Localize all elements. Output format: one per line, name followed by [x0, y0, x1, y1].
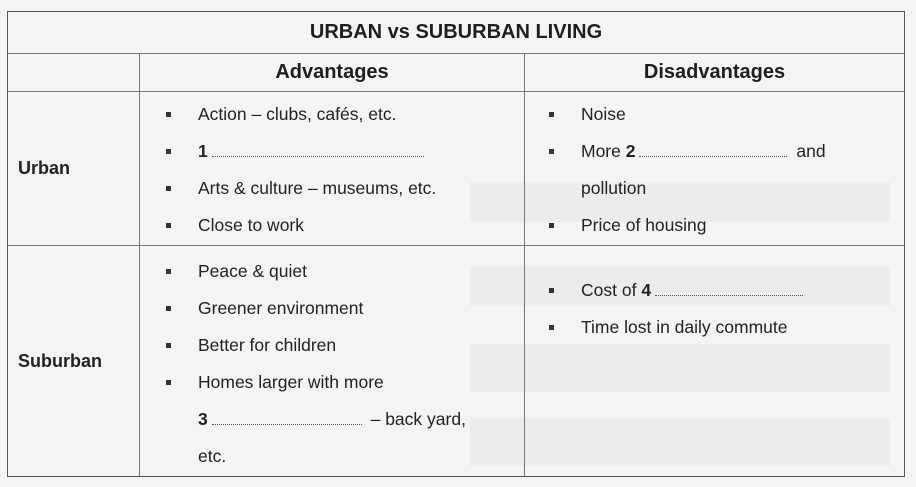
list-item: Close to work	[140, 207, 524, 244]
list-item: Homes larger with more	[140, 364, 524, 401]
row-label-suburban: Suburban	[8, 246, 140, 476]
bullet-icon	[166, 223, 171, 228]
bullet-icon	[166, 186, 171, 191]
row-label-urban: Urban	[8, 92, 140, 246]
bullet-icon	[166, 306, 171, 311]
list-item: Action – clubs, cafés, etc.	[140, 96, 524, 133]
urban-disadvantages-list: Noise More 2 and pollution Price of hous…	[525, 96, 904, 244]
suburban-disadvantages-cell: Cost of 4 Time lost in daily commute	[525, 246, 904, 476]
bullet-icon	[549, 288, 554, 293]
suburban-advantages-cell: Peace & quiet Greener environment Better…	[140, 246, 525, 476]
item-text: and	[796, 141, 826, 161]
list-item: Arts & culture – museums, etc.	[140, 170, 524, 207]
item-text: Time lost in daily commute	[581, 317, 788, 337]
answer-blank-2[interactable]	[639, 142, 788, 157]
list-item: Price of housing	[525, 207, 904, 244]
answer-blank-1[interactable]	[211, 142, 424, 157]
table-title: URBAN vs SUBURBAN LIVING	[8, 12, 904, 54]
bullet-icon	[166, 112, 171, 117]
show-through-band	[470, 418, 890, 466]
question-number: 3	[198, 409, 208, 429]
show-through-band	[470, 266, 890, 306]
list-item: Peace & quiet	[140, 253, 524, 290]
list-item: Greener environment	[140, 290, 524, 327]
question-number: 2	[625, 141, 636, 161]
item-text: Noise	[581, 104, 626, 124]
item-text: – back yard,	[370, 409, 466, 429]
item-text: More	[581, 141, 621, 161]
bullet-icon	[549, 112, 554, 117]
answer-blank-3[interactable]	[211, 410, 362, 425]
list-item-continuation: pollution	[525, 170, 904, 207]
list-item: Noise	[525, 96, 904, 133]
item-text: Arts & culture – museums, etc.	[198, 178, 437, 198]
advantages-header: Advantages	[140, 54, 525, 92]
list-item: Better for children	[140, 327, 524, 364]
bullet-icon	[549, 325, 554, 330]
show-through-band	[470, 344, 890, 392]
item-text: Action – clubs, cafés, etc.	[198, 104, 397, 124]
list-item: 1	[140, 133, 524, 170]
bullet-icon	[166, 380, 171, 385]
question-number: 4	[641, 280, 652, 300]
bullet-icon	[549, 149, 554, 154]
answer-blank-4[interactable]	[655, 281, 804, 296]
disadvantages-header: Disadvantages	[525, 54, 904, 92]
question-number: 1	[198, 141, 208, 161]
suburban-disadvantages-list: Cost of 4 Time lost in daily commute	[525, 272, 904, 346]
list-item-continuation: etc.	[140, 438, 524, 475]
bullet-icon	[166, 149, 171, 154]
item-text: Greener environment	[198, 298, 364, 318]
show-through-band	[470, 182, 890, 222]
item-text: pollution	[581, 178, 647, 198]
item-text: Price of housing	[581, 215, 707, 235]
item-text: Better for children	[198, 335, 337, 355]
bullet-icon	[549, 223, 554, 228]
list-item-continuation: 3 – back yard,	[140, 401, 524, 438]
item-text: Peace & quiet	[198, 261, 307, 281]
bullet-icon	[166, 343, 171, 348]
list-item: Cost of 4	[525, 272, 904, 309]
comparison-table: URBAN vs SUBURBAN LIVING Advantages Disa…	[7, 11, 905, 477]
item-text: Close to work	[198, 215, 305, 235]
item-text: Cost of	[581, 280, 637, 300]
list-item: More 2 and	[525, 133, 904, 170]
item-text: etc.	[198, 446, 227, 466]
urban-advantages-cell: Action – clubs, cafés, etc. 1 Arts & cul…	[140, 92, 525, 246]
suburban-advantages-list: Peace & quiet Greener environment Better…	[140, 253, 524, 475]
corner-cell	[8, 54, 140, 92]
urban-advantages-list: Action – clubs, cafés, etc. 1 Arts & cul…	[140, 96, 524, 244]
bullet-icon	[166, 269, 171, 274]
urban-disadvantages-cell: Noise More 2 and pollution Price of hous…	[525, 92, 904, 246]
list-item: Time lost in daily commute	[525, 309, 904, 346]
item-text: Homes larger with more	[198, 372, 384, 392]
